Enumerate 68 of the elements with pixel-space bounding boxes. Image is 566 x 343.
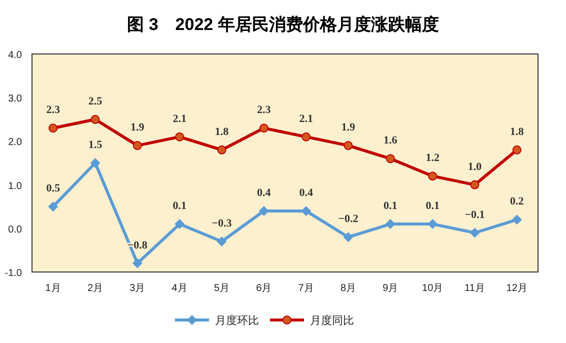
x-tick-label: 5月 <box>214 283 230 294</box>
x-tick-label: 11月 <box>464 283 485 294</box>
point <box>48 202 58 212</box>
y-tick-label: 1.0 <box>8 180 22 192</box>
point <box>175 132 184 142</box>
y-tick-label: 4.0 <box>8 50 22 61</box>
point <box>132 258 142 268</box>
y-tick-label: -1.0 <box>4 268 22 279</box>
point <box>385 219 396 230</box>
point <box>302 132 311 142</box>
point <box>48 124 58 133</box>
data-label: 1.6 <box>384 134 398 147</box>
chart-title: 图 3 2022 年居民消费价格月度涨跌幅度 <box>127 15 439 34</box>
data-label: 2.5 <box>88 95 103 108</box>
point <box>343 232 354 242</box>
point <box>344 141 353 150</box>
data-label: 1.2 <box>426 152 440 164</box>
data-label: 0.5 <box>46 182 60 195</box>
point <box>217 145 226 154</box>
data-label: 2.1 <box>172 112 186 125</box>
point <box>174 219 185 230</box>
point <box>512 145 522 154</box>
y-tick-label: 0.0 <box>8 224 22 236</box>
data-label: −0.1 <box>464 208 485 221</box>
point <box>512 214 522 225</box>
point <box>216 236 227 246</box>
point <box>470 228 480 238</box>
data-label: 0.2 <box>510 196 524 208</box>
point <box>301 206 312 216</box>
x-tick-label: 1月 <box>45 283 61 294</box>
x-tick-label: 9月 <box>382 283 398 294</box>
point <box>258 206 269 216</box>
x-tick-label: 2月 <box>87 283 104 294</box>
x-tick-label: 10月 <box>422 283 444 294</box>
point <box>428 172 438 181</box>
data-label: 1.0 <box>468 160 482 173</box>
data-label: 2.3 <box>46 104 60 116</box>
data-label: −0.3 <box>212 217 232 230</box>
x-tick-label: 4月 <box>172 283 188 294</box>
point <box>470 180 480 190</box>
data-label: 0.1 <box>384 200 398 212</box>
x-tick-label: 12月 <box>506 283 528 294</box>
data-label: 2.1 <box>299 112 313 125</box>
data-label: 0.4 <box>257 186 272 199</box>
data-label: 1.8 <box>214 126 230 138</box>
data-label: 1.5 <box>88 139 103 151</box>
y-tick-label: 3.0 <box>8 94 22 105</box>
data-label: 2.3 <box>257 104 272 116</box>
point <box>259 124 268 133</box>
data-label: 0.4 <box>299 186 314 199</box>
x-tick-label: 7月 <box>298 283 314 294</box>
data-label: 1.9 <box>130 122 145 134</box>
x-tick-label: 8月 <box>340 283 356 294</box>
data-label: 1.8 <box>510 126 524 138</box>
point <box>386 154 395 164</box>
x-tick-label: 3月 <box>130 283 146 294</box>
legend-label: 月度环比 <box>215 314 259 327</box>
data-label: 1.9 <box>341 122 356 134</box>
x-tick-label: 6月 <box>256 283 272 294</box>
point <box>428 219 438 230</box>
point <box>90 114 100 124</box>
point <box>90 158 100 168</box>
data-label: −0.2 <box>338 213 359 226</box>
point <box>132 141 142 150</box>
data-label: 0.1 <box>172 200 186 212</box>
y-tick-label: 2.0 <box>8 137 22 148</box>
data-label: 0.1 <box>426 200 440 212</box>
legend-label: 月度同比 <box>310 314 354 327</box>
